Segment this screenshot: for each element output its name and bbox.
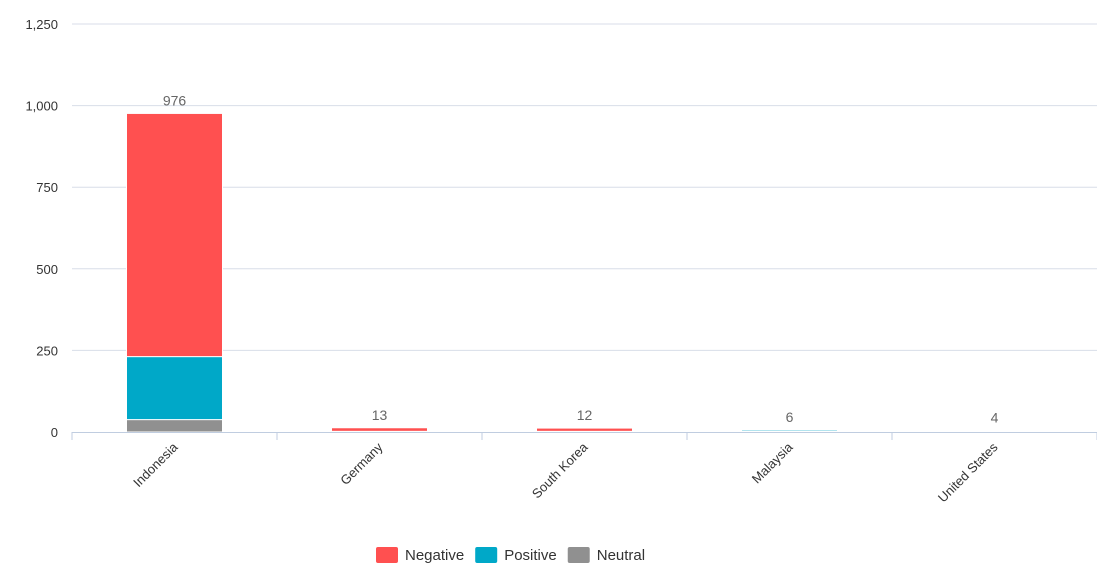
y-gridlines: [72, 23, 1097, 351]
y-tick-label: 1,000: [25, 99, 58, 114]
legend-label: Neutral: [597, 547, 645, 564]
bar-negative-germany: [331, 427, 428, 432]
legend-item-positive: Positive: [475, 547, 557, 564]
y-tick-label: 1,250: [25, 17, 58, 32]
legend-swatch: [567, 547, 590, 563]
bar-total-labels: 976 13 12 6 4: [163, 92, 999, 425]
x-tick-label: South Korea: [529, 439, 591, 501]
bar-total-label: 4: [991, 410, 999, 426]
bar-negative-south-korea: [536, 427, 633, 432]
bars: [126, 112, 1043, 434]
legend-label: Positive: [504, 547, 557, 564]
x-tick-label: Indonesia: [130, 439, 181, 490]
legend-swatch: [376, 547, 398, 563]
x-axis: Indonesia Germany South Korea Malaysia Unite…: [71, 432, 1097, 505]
bar-total-label: 6: [786, 409, 794, 425]
bar-positive-indonesia: [126, 356, 223, 421]
y-tick-label: 750: [36, 180, 58, 195]
bar-total-label: 976: [163, 92, 187, 108]
bar-neutral-indonesia: [126, 419, 223, 433]
y-tick-label: 250: [36, 343, 58, 358]
legend-item-negative: Negative: [376, 547, 464, 564]
legend: Negative Positive Neutral: [376, 547, 645, 564]
x-tick-label: United States: [935, 439, 1001, 505]
y-axis-tick-labels: 0 250 500 750 1,000 1,250: [25, 17, 58, 440]
x-tick-label: Germany: [337, 439, 386, 488]
bar-positive-malaysia: [741, 429, 838, 432]
y-tick-label: 500: [36, 262, 58, 277]
legend-item-neutral: Neutral: [567, 547, 645, 564]
y-tick-label: 0: [51, 425, 58, 440]
bar-positive-united-states: [946, 430, 1043, 433]
x-tick-label: Malaysia: [749, 439, 796, 486]
legend-swatch: [475, 547, 498, 563]
bar-total-label: 13: [372, 407, 388, 423]
legend-label: Negative: [405, 547, 464, 564]
bar-negative-indonesia: [126, 112, 223, 358]
bar-total-label: 12: [577, 407, 593, 423]
